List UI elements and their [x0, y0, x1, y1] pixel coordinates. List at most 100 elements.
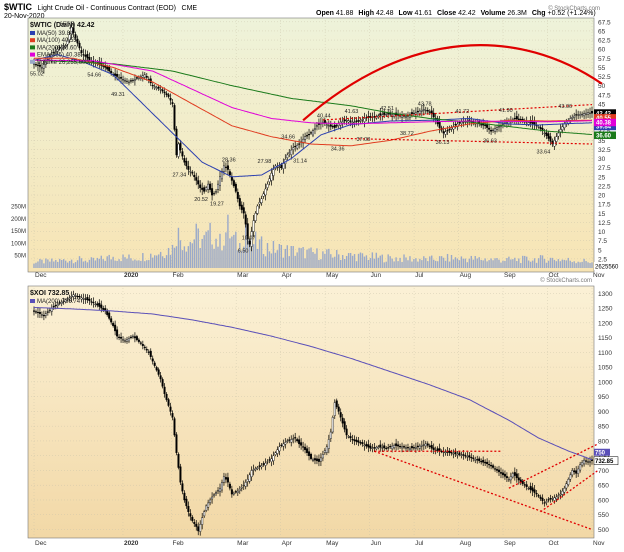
price-bar-body: [135, 77, 138, 79]
volume-bar: [266, 243, 269, 268]
ma-line-4: [34, 59, 593, 125]
price-bar-body: [355, 120, 358, 122]
price-bar-body: [381, 114, 384, 117]
price-bar-body: [129, 80, 132, 82]
price-bar-body: [288, 152, 291, 154]
x-tick-label: Dec: [35, 540, 47, 547]
volume-bar: [157, 254, 160, 268]
volume-bar: [381, 254, 383, 268]
price-bar-body: [211, 496, 214, 500]
volume-bar: [379, 255, 381, 268]
price-bar-body: [181, 483, 184, 492]
price-bar-body: [306, 135, 309, 137]
price-bar-body: [262, 463, 265, 465]
quote-open-value: 41.88: [336, 10, 354, 17]
legend-swatch: [30, 45, 35, 50]
volume-tick-label: 250M: [11, 204, 26, 210]
price-bar-body: [68, 34, 71, 40]
price-bar-body: [118, 77, 121, 79]
price-bar-body: [412, 112, 415, 115]
wtic-plot-area: [27, 17, 595, 273]
price-bar-body: [54, 305, 57, 307]
y-tick-label: 32.5: [598, 147, 611, 154]
volume-bar: [347, 253, 350, 268]
price-bar-body: [238, 488, 241, 492]
price-bar-body: [545, 132, 548, 136]
price-bar-body: [260, 198, 263, 204]
volume-bar: [49, 261, 51, 268]
price-bar-body: [323, 450, 326, 453]
price-bar-body: [76, 38, 79, 44]
price-bar-body: [62, 300, 65, 302]
volume-bar: [389, 256, 391, 268]
volume-bar: [254, 231, 257, 268]
volume-bar: [351, 255, 354, 268]
x-tick-label: Oct: [549, 272, 559, 279]
volume-bar: [300, 248, 302, 268]
y-tick-label: 600: [598, 497, 609, 504]
price-bar-body: [284, 442, 287, 445]
volume-bar: [268, 251, 271, 268]
volume-bar: [419, 258, 421, 268]
price-bar-body: [183, 158, 186, 163]
price-bar-body: [577, 114, 580, 116]
price-bar-body: [242, 207, 245, 214]
volume-bar: [460, 256, 463, 268]
price-bar-body: [78, 296, 81, 298]
price-bar-body: [488, 464, 491, 466]
volume-bar: [282, 257, 285, 268]
volume-bar: [429, 256, 431, 268]
volume-bar: [531, 260, 534, 268]
price-bar-body: [383, 112, 386, 115]
volume-bar: [547, 260, 550, 268]
price-bar-body: [408, 448, 411, 450]
price-bar-body: [537, 126, 540, 128]
volume-bar: [496, 258, 498, 268]
volume-bar: [383, 262, 385, 268]
price-bar-body: [100, 304, 103, 309]
price-bar-body: [92, 61, 95, 63]
price-bar-body: [313, 127, 316, 130]
price-bar-body: [333, 124, 336, 128]
price-bar-body: [222, 476, 225, 483]
price-bar-body: [533, 489, 536, 493]
volume-bar: [330, 254, 332, 268]
price-bar-body: [515, 473, 518, 479]
volume-bar: [340, 259, 342, 268]
volume-bar: [425, 258, 427, 268]
price-bar-body: [472, 457, 475, 459]
price-bar-body: [205, 505, 208, 511]
price-bar-body: [583, 113, 586, 117]
price-bar-body: [98, 302, 101, 307]
price-label: 41.90: [499, 108, 513, 114]
price-bar-body: [339, 412, 342, 418]
price-bar-body: [359, 442, 362, 444]
price-bar-body: [86, 297, 89, 301]
price-bar-body: [393, 445, 396, 449]
volume-bar: [458, 260, 461, 268]
volume-bar: [219, 233, 221, 268]
volume-tick-label: 50M: [14, 254, 26, 260]
price-bar-body: [84, 54, 87, 57]
price-bar-body: [217, 490, 220, 492]
price-bar-body: [203, 511, 206, 517]
price-bar-body: [124, 79, 127, 82]
price-bar-body: [513, 472, 516, 476]
volume-bar: [401, 261, 403, 268]
volume-bar: [456, 258, 459, 268]
price-bar-body: [341, 417, 344, 424]
volume-bar: [237, 250, 239, 268]
x-tick-label: May: [326, 272, 339, 279]
price-bar-body: [244, 482, 247, 487]
price-bar-body: [268, 178, 271, 183]
price-bar-body: [412, 447, 415, 449]
price-bar-body: [44, 61, 47, 65]
price-bar-body: [137, 77, 140, 79]
price-bar-body: [355, 439, 358, 442]
price-bar-body: [573, 470, 576, 473]
price-bar-body: [256, 467, 259, 469]
volume-bar: [377, 257, 379, 268]
price-bar-body: [331, 417, 334, 433]
right-value-box: [593, 456, 619, 466]
volume-bar: [518, 258, 520, 268]
